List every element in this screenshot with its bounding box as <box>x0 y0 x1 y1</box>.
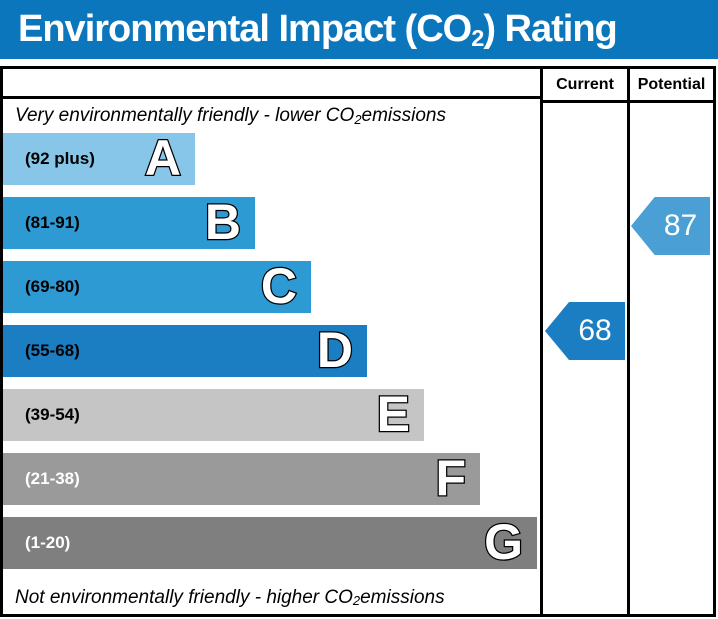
band-letter: G <box>483 513 524 570</box>
band-bar-e: (39-54) E <box>3 385 424 442</box>
band-bar-d: (55-68) D <box>3 321 367 378</box>
potential-column-header: Potential <box>630 69 713 103</box>
current-rating-arrow: 68 <box>545 302 625 360</box>
band-letter: C <box>260 257 299 314</box>
band-bar-c: (69-80) C <box>3 257 311 314</box>
bands-column: Very environmentally friendly - lower CO… <box>3 69 543 614</box>
band-range-label: (69-80) <box>25 277 80 297</box>
page-title: Environmental Impact (CO2) Rating <box>18 8 618 52</box>
band-range-label: (1-20) <box>25 533 71 553</box>
band-row-a: (92 plus) A <box>3 129 540 186</box>
co2-subscript: 2 <box>352 593 361 609</box>
potential-rating-value: 87 <box>663 209 698 242</box>
potential-column: Potential 87 <box>630 69 713 614</box>
bottom-note: Not environmentally friendly - higher CO… <box>15 586 445 609</box>
current-column: Current 68 <box>543 69 630 614</box>
band-bar-b: (81-91) B <box>3 193 255 250</box>
band-row-g: (1-20) G <box>3 513 540 570</box>
band-bar-g: (1-20) G <box>3 513 537 570</box>
title-bar: Environmental Impact (CO2) Rating <box>0 0 718 59</box>
band-bar-f: (21-38) F <box>3 449 480 506</box>
band-letter: B <box>204 193 243 250</box>
current-rating-value: 68 <box>578 314 612 347</box>
band-range-label: (81-91) <box>25 213 80 233</box>
band-range-label: (92 plus) <box>25 149 95 169</box>
band-row-e: (39-54) E <box>3 385 540 442</box>
band-letter: D <box>316 321 355 378</box>
band-row-d: (55-68) D <box>3 321 540 378</box>
potential-rating-arrow: 87 <box>631 197 710 255</box>
rating-chart: Very environmentally friendly - lower CO… <box>0 66 716 617</box>
co2-subscript: 2 <box>471 25 484 52</box>
band-row-b: (81-91) B <box>3 193 540 250</box>
band-range-label: (55-68) <box>25 341 80 361</box>
band-letter: F <box>434 449 467 506</box>
main-header-spacer <box>3 69 540 100</box>
band-letter: A <box>144 129 183 186</box>
current-column-header: Current <box>543 69 627 103</box>
band-row-c: (69-80) C <box>3 257 540 314</box>
band-range-label: (39-54) <box>25 405 80 425</box>
co2-subscript: 2 <box>354 112 362 128</box>
band-row-f: (21-38) F <box>3 449 540 506</box>
band-letter: E <box>375 385 411 442</box>
band-bar-a: (92 plus) A <box>3 129 195 186</box>
band-range-label: (21-38) <box>25 469 80 489</box>
top-note: Very environmentally friendly - lower CO… <box>15 105 446 128</box>
